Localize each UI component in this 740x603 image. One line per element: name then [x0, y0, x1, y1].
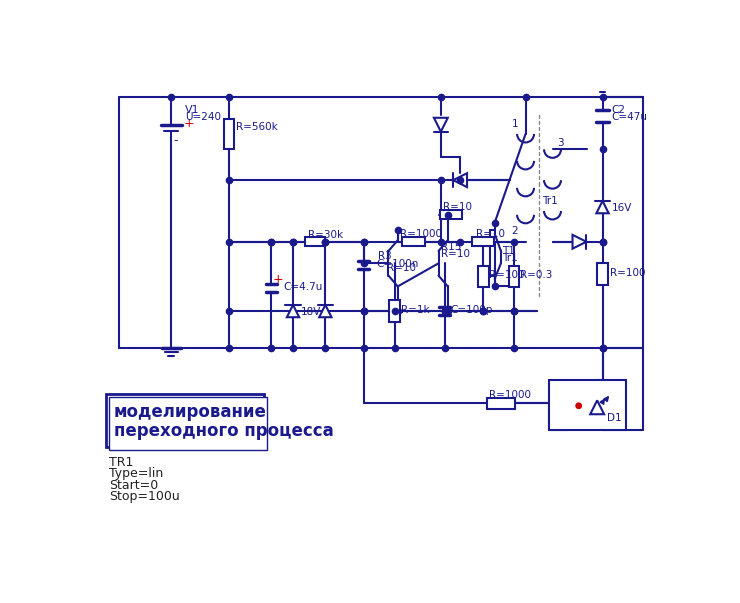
Text: 1: 1 [511, 119, 518, 128]
Text: D1: D1 [608, 414, 622, 423]
Text: Tr1: Tr1 [542, 195, 558, 206]
Bar [548, 380, 625, 431]
Text: C=100n: C=100n [376, 259, 419, 269]
Text: R3: R3 [377, 251, 391, 261]
Text: -: - [173, 134, 178, 147]
Text: R=100: R=100 [489, 270, 525, 280]
Polygon shape [453, 173, 467, 187]
Bar [440, 210, 462, 219]
Text: 18V: 18V [300, 307, 321, 317]
Text: C=4.7u: C=4.7u [283, 282, 323, 292]
Polygon shape [434, 118, 448, 131]
Bar [223, 119, 235, 148]
Text: U=240: U=240 [185, 112, 221, 122]
Polygon shape [596, 201, 609, 213]
Text: 3: 3 [557, 138, 564, 148]
Bar [109, 397, 267, 450]
Text: R=10: R=10 [387, 264, 416, 273]
Text: +: + [184, 117, 195, 130]
Text: переходного процесса: переходного процесса [114, 422, 333, 440]
Text: R15: R15 [441, 242, 461, 252]
Bar [306, 237, 326, 247]
Polygon shape [287, 305, 299, 317]
Text: Start=0: Start=0 [109, 479, 158, 492]
Text: R=10: R=10 [443, 203, 472, 212]
Polygon shape [573, 235, 586, 248]
Text: TR1: TR1 [109, 456, 133, 469]
Text: +: + [273, 273, 283, 286]
Text: 16V: 16V [612, 203, 632, 213]
Polygon shape [591, 400, 604, 414]
Text: C=100p: C=100p [451, 305, 494, 315]
Text: моделирование: моделирование [114, 403, 266, 421]
Bar [597, 264, 608, 285]
Bar [403, 237, 425, 247]
Bar [106, 394, 263, 447]
Bar [508, 266, 519, 287]
Text: R=10: R=10 [476, 229, 505, 239]
Text: V1: V1 [185, 105, 200, 115]
Text: 2: 2 [511, 226, 518, 236]
Polygon shape [319, 305, 332, 317]
Text: R=1k: R=1k [401, 305, 429, 315]
Text: R=30k: R=30k [308, 230, 343, 240]
Bar [472, 237, 494, 247]
Text: Tr1: Tr1 [502, 253, 518, 264]
Circle shape [576, 403, 582, 408]
Text: R=560k: R=560k [236, 122, 278, 133]
Text: Stop=100u: Stop=100u [109, 490, 180, 504]
Text: T1: T1 [502, 245, 515, 256]
Text: Type=lin: Type=lin [109, 467, 164, 481]
Text: R=1000: R=1000 [488, 390, 531, 400]
Text: C=47u: C=47u [612, 112, 648, 122]
Text: C2: C2 [612, 105, 626, 115]
Bar [389, 300, 400, 322]
Text: R=100: R=100 [610, 268, 646, 278]
Text: R=0.3: R=0.3 [520, 270, 553, 280]
Bar [478, 266, 488, 287]
Bar [487, 398, 515, 409]
Text: R=10: R=10 [441, 250, 470, 259]
Text: R=1000: R=1000 [400, 229, 442, 239]
